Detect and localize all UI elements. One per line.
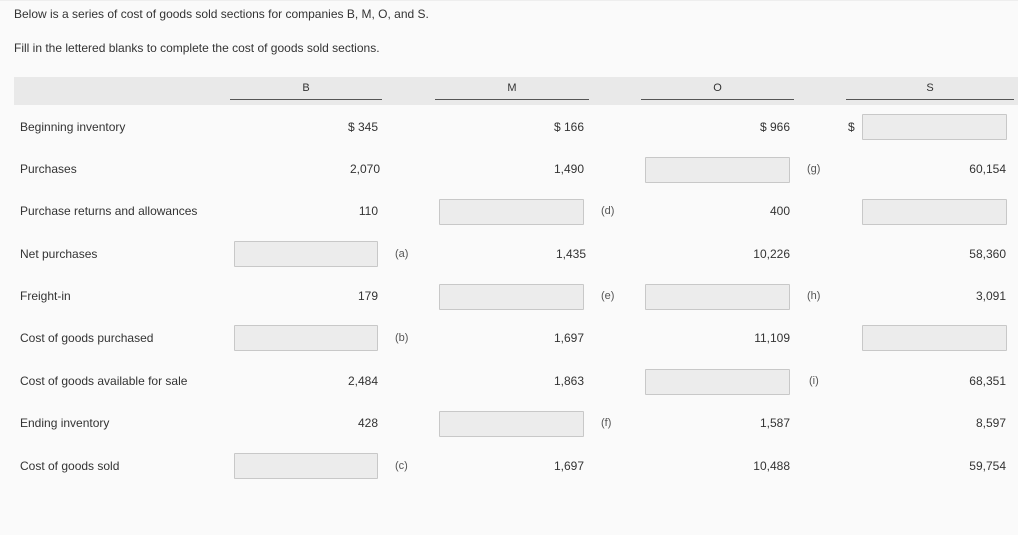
b-cost-of-goods-sold-input[interactable] — [234, 453, 378, 479]
b-net-purchases-input[interactable] — [234, 241, 378, 267]
blank-letter-a: (a) — [395, 248, 409, 260]
o-cost-of-goods-purchased: 11,109 — [754, 331, 790, 345]
o-cost-of-goods-available-input[interactable] — [645, 369, 790, 395]
b-freight-in: 179 — [357, 289, 378, 303]
s-net-purchases: 58,360 — [969, 247, 1006, 261]
row-label-beginning-inventory: Beginning inventory — [20, 120, 126, 134]
o-net-purchases: 10,226 — [753, 247, 790, 261]
blank-letter-h: (h) — [807, 290, 821, 302]
row-label-freight-in: Freight-in — [20, 289, 71, 303]
m-net-purchases: 1,435 — [555, 247, 586, 261]
m-cost-of-goods-available: 1,863 — [553, 374, 584, 388]
column-header-band — [14, 77, 1018, 105]
m-cost-of-goods-sold: 1,697 — [553, 459, 584, 473]
s-cost-of-goods-sold: 59,754 — [969, 459, 1006, 473]
blank-letter-d: (d) — [601, 205, 615, 217]
b-ending-inventory: 428 — [357, 416, 378, 430]
column-underline-m — [435, 99, 589, 100]
column-header-s: S — [926, 82, 934, 94]
column-underline-b — [230, 99, 382, 100]
b-beginning-inventory: $ 345 — [347, 120, 378, 134]
s-beginning-inventory-input[interactable] — [862, 114, 1007, 140]
blank-letter-f: (f) — [601, 417, 612, 429]
column-header-o: O — [713, 82, 722, 94]
m-ending-inventory-input[interactable] — [439, 411, 584, 437]
b-cost-of-goods-purchased-input[interactable] — [234, 325, 378, 351]
blank-letter-b: (b) — [395, 332, 409, 344]
s-cost-of-goods-purchased-input[interactable] — [862, 325, 1007, 351]
m-purchase-returns-input[interactable] — [439, 199, 584, 225]
m-cost-of-goods-purchased: 1,697 — [553, 331, 584, 345]
blank-letter-g: (g) — [807, 163, 821, 175]
blank-letter-i: (i) — [809, 375, 819, 387]
blank-letter-e: (e) — [601, 290, 615, 302]
blank-letter-c: (c) — [395, 460, 408, 472]
m-purchases: 1,490 — [553, 162, 584, 176]
row-label-purchases: Purchases — [20, 162, 77, 176]
s-purchases: 60,154 — [969, 162, 1006, 176]
row-label-net-purchases: Net purchases — [20, 247, 98, 261]
instructions-line-1: Below is a series of cost of goods sold … — [14, 7, 429, 21]
column-header-m: M — [507, 82, 517, 94]
o-cost-of-goods-sold: 10,488 — [753, 459, 790, 473]
o-beginning-inventory: $ 966 — [759, 120, 790, 134]
column-underline-s — [846, 99, 1014, 100]
instructions-line-2: Fill in the lettered blanks to complete … — [14, 41, 380, 55]
s-freight-in: 3,091 — [975, 289, 1006, 303]
o-purchase-returns: 400 — [769, 204, 790, 218]
s-ending-inventory: 8,597 — [975, 416, 1006, 430]
row-label-ending-inventory: Ending inventory — [20, 416, 110, 430]
b-purchases: 2,070 — [349, 162, 380, 176]
m-beginning-inventory: $ 166 — [553, 120, 584, 134]
row-label-purchase-returns: Purchase returns and allowances — [20, 204, 198, 218]
s-dollar-sign: $ — [848, 120, 855, 134]
o-ending-inventory: 1,587 — [759, 416, 790, 430]
row-label-cost-of-goods-sold: Cost of goods sold — [20, 459, 120, 473]
b-purchase-returns: 110 — [358, 204, 378, 218]
m-freight-in-input[interactable] — [439, 284, 584, 310]
o-freight-in-input[interactable] — [645, 284, 790, 310]
column-underline-o — [641, 99, 794, 100]
row-label-cost-of-goods-available: Cost of goods available for sale — [20, 374, 188, 388]
b-cost-of-goods-available: 2,484 — [347, 374, 378, 388]
column-header-b: B — [302, 82, 310, 94]
s-cost-of-goods-available: 68,351 — [969, 374, 1006, 388]
row-label-cost-of-goods-purchased: Cost of goods purchased — [20, 331, 154, 345]
o-purchases-input[interactable] — [645, 157, 790, 183]
s-purchase-returns-input[interactable] — [862, 199, 1007, 225]
